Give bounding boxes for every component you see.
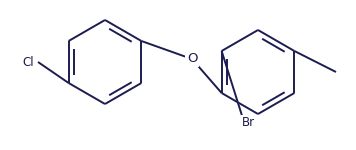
Text: Cl: Cl	[22, 56, 34, 69]
Text: O: O	[187, 52, 197, 66]
Text: Br: Br	[242, 116, 255, 129]
